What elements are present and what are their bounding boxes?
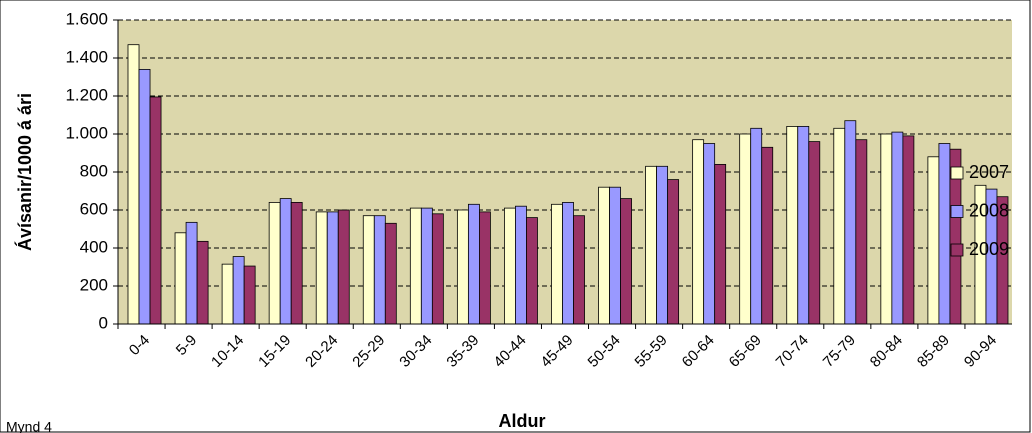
bar <box>645 165 657 325</box>
caption: Mynd 4 <box>6 419 52 433</box>
y-tick-label: 0 <box>99 313 108 332</box>
bar <box>196 240 209 325</box>
bar <box>855 139 868 325</box>
y-tick-label: 800 <box>80 161 108 180</box>
bar <box>431 213 444 325</box>
bar <box>891 131 904 325</box>
bar <box>467 203 480 325</box>
x-axis-title: Aldur <box>499 411 546 431</box>
y-tick-label: 600 <box>80 199 108 218</box>
bar <box>667 179 680 325</box>
bar <box>526 217 538 325</box>
bar <box>268 201 281 325</box>
bar <box>279 198 292 325</box>
bar <box>880 133 893 325</box>
bar <box>290 201 303 325</box>
bar <box>714 163 727 325</box>
bar <box>797 126 810 325</box>
bar <box>138 69 151 325</box>
bar <box>409 207 422 325</box>
bar <box>620 198 632 325</box>
legend-label: 2009 <box>969 239 1009 259</box>
bar <box>844 120 857 325</box>
bar <box>315 211 328 325</box>
bar <box>174 232 187 325</box>
legend-label: 2008 <box>969 200 1009 220</box>
bar <box>833 127 846 325</box>
bar <box>326 211 339 325</box>
bar <box>761 146 774 325</box>
y-tick-label: 1.200 <box>65 85 108 104</box>
bar <box>127 44 140 325</box>
legend-label: 2007 <box>969 162 1009 182</box>
bar <box>221 263 234 325</box>
bar <box>786 126 799 325</box>
bar <box>337 209 350 325</box>
bar <box>562 201 574 325</box>
bar <box>515 205 527 325</box>
bar <box>692 139 705 325</box>
bar <box>656 165 669 325</box>
bar <box>750 127 763 325</box>
bar <box>185 221 198 325</box>
bar <box>739 133 752 325</box>
bar <box>456 209 469 325</box>
bar <box>362 215 375 325</box>
y-tick-label: 200 <box>80 275 108 294</box>
legend-swatch <box>950 166 964 180</box>
y-axis-title: Ávísanir/1000 á ári <box>14 93 35 251</box>
bar <box>232 256 245 325</box>
bar <box>573 215 585 325</box>
bar <box>420 207 433 325</box>
bar <box>609 186 621 325</box>
bar <box>703 143 716 325</box>
y-tick-label: 1.400 <box>65 47 108 66</box>
bar <box>504 207 516 325</box>
bar <box>902 135 915 325</box>
y-tick-label: 1.600 <box>65 9 108 28</box>
bar <box>551 203 563 325</box>
bar <box>927 156 940 325</box>
bar <box>479 211 491 325</box>
y-tick-label: 400 <box>80 237 108 256</box>
bar <box>808 141 821 325</box>
bar <box>149 96 162 325</box>
bar <box>384 222 397 325</box>
legend-swatch <box>950 243 964 257</box>
bar <box>938 143 951 325</box>
bar <box>598 186 610 325</box>
y-tick-label: 1.000 <box>65 123 108 142</box>
legend-swatch <box>950 205 964 218</box>
bar <box>373 215 386 325</box>
bar <box>243 265 256 325</box>
